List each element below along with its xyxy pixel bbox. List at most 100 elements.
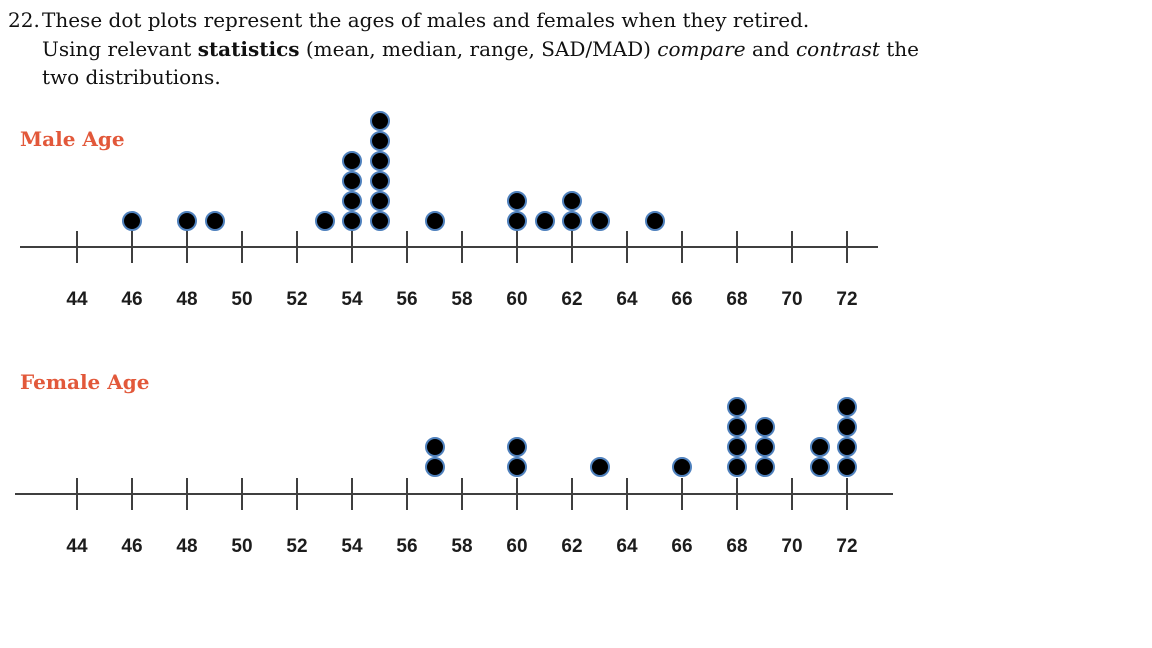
data-dot: [204, 211, 225, 231]
data-dot: [424, 457, 445, 477]
axis-tick-label: 52: [286, 289, 308, 310]
axis-tick: [296, 478, 298, 510]
data-dot: [122, 211, 142, 231]
data-dot: [589, 457, 610, 477]
axis-tick: [186, 231, 188, 263]
question-line-3: two distributions.: [42, 65, 221, 89]
axis-tick: [241, 478, 243, 510]
axis-tick: [681, 478, 683, 510]
data-dot: [369, 131, 390, 151]
axis-tick-label: 60: [506, 536, 528, 557]
axis-tick: [296, 231, 298, 263]
axis-tick-label: 58: [451, 536, 473, 557]
axis-tick-label: 72: [836, 536, 858, 557]
data-dot: [754, 457, 775, 477]
axis-tick-label: 44: [66, 536, 88, 557]
axis-tick: [351, 478, 353, 510]
data-dot: [837, 417, 857, 437]
female-plot-title: Female Age: [20, 370, 150, 394]
data-dot: [342, 171, 362, 191]
axis-tick: [76, 231, 78, 263]
data-dot: [177, 211, 197, 231]
data-dot: [369, 191, 390, 211]
axis-tick-label: 70: [781, 536, 803, 557]
axis-tick: [406, 231, 408, 263]
data-dot: [369, 111, 390, 131]
axis-tick: [406, 478, 408, 510]
female-axis-line: [15, 493, 893, 495]
data-dot: [342, 151, 362, 171]
data-dot: [424, 437, 445, 457]
axis-tick: [626, 478, 628, 510]
data-dot: [342, 191, 362, 211]
axis-tick: [76, 478, 78, 510]
question-number: 22.: [8, 8, 40, 32]
data-dot: [562, 191, 582, 211]
axis-tick: [791, 231, 793, 263]
axis-tick-label: 60: [506, 289, 528, 310]
axis-tick-label: 58: [451, 289, 473, 310]
data-dot: [507, 191, 527, 211]
male-axis-line: [20, 246, 878, 248]
data-dot: [369, 151, 390, 171]
axis-tick: [846, 478, 848, 510]
data-dot: [672, 457, 692, 477]
axis-tick-label: 48: [176, 536, 198, 557]
axis-tick-label: 68: [726, 289, 748, 310]
data-dot: [534, 211, 555, 231]
data-dot: [507, 437, 527, 457]
axis-tick-label: 64: [616, 289, 638, 310]
axis-tick-label: 56: [396, 536, 418, 557]
axis-tick-label: 64: [616, 536, 638, 557]
italic-contrast: contrast: [795, 36, 880, 61]
data-dot: [837, 437, 857, 457]
data-dot: [837, 457, 857, 477]
data-dot: [727, 397, 747, 417]
axis-tick: [461, 231, 463, 263]
axis-tick: [736, 231, 738, 263]
axis-tick-label: 54: [341, 536, 363, 557]
axis-tick: [626, 231, 628, 263]
axis-tick-label: 50: [231, 289, 253, 310]
data-dot: [809, 457, 830, 477]
axis-tick-label: 46: [121, 536, 143, 557]
data-dot: [507, 457, 527, 477]
axis-tick-label: 66: [671, 289, 693, 310]
axis-tick-label: 70: [781, 289, 803, 310]
axis-tick: [681, 231, 683, 263]
data-dot: [562, 211, 582, 231]
data-dot: [644, 211, 665, 231]
axis-tick-label: 72: [836, 289, 858, 310]
axis-tick-label: 52: [286, 536, 308, 557]
data-dot: [837, 397, 857, 417]
question-text: These dot plots represent the ages of ma…: [42, 6, 968, 92]
male-plot-title: Male Age: [20, 127, 125, 151]
question-line-1: These dot plots represent the ages of ma…: [42, 8, 810, 32]
axis-tick: [571, 231, 573, 263]
data-dot: [727, 457, 747, 477]
data-dot: [369, 211, 390, 231]
axis-tick: [186, 478, 188, 510]
data-dot: [809, 437, 830, 457]
data-dot: [424, 211, 445, 231]
axis-tick-label: 48: [176, 289, 198, 310]
axis-tick-label: 66: [671, 536, 693, 557]
axis-tick: [131, 231, 133, 263]
data-dot: [589, 211, 610, 231]
data-dot: [727, 437, 747, 457]
question-line-2: Using relevant statistics (mean, median,…: [42, 36, 920, 61]
axis-tick: [846, 231, 848, 263]
italic-compare: compare: [657, 36, 746, 61]
axis-tick-label: 54: [341, 289, 363, 310]
axis-tick: [351, 231, 353, 263]
axis-tick-label: 62: [561, 536, 583, 557]
axis-tick-label: 44: [66, 289, 88, 310]
data-dot: [754, 437, 775, 457]
axis-tick: [736, 478, 738, 510]
bold-statistics: statistics: [197, 36, 300, 61]
axis-tick: [131, 478, 133, 510]
axis-tick: [516, 478, 518, 510]
